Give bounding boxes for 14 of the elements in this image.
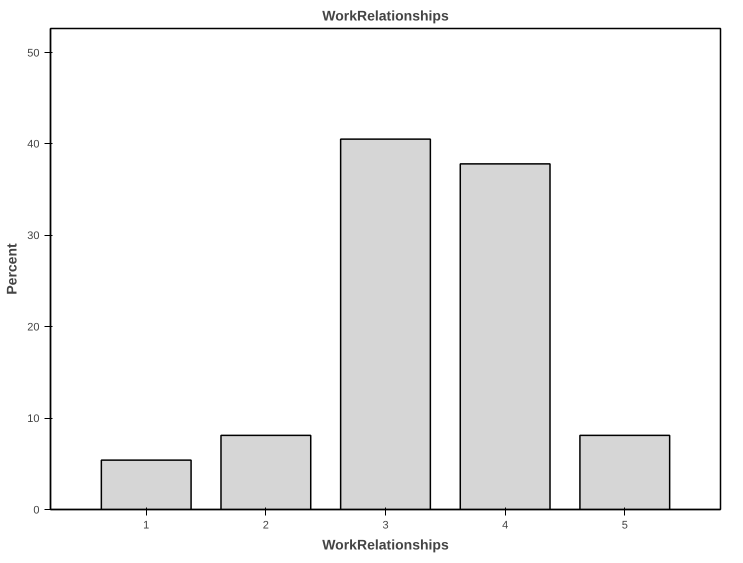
y-tick-label: 50	[27, 47, 40, 60]
x-axis-title: WorkRelationships	[322, 536, 449, 552]
y-tick-label: 30	[27, 230, 40, 242]
x-tick-label: 1	[143, 520, 150, 532]
x-tick-label: 4	[502, 520, 508, 532]
y-tick-label: 10	[27, 413, 40, 426]
chart-title: WorkRelationships	[322, 8, 449, 24]
y-tick-label: 40	[27, 138, 40, 151]
y-axis-title: Percent	[3, 242, 20, 295]
x-tick-label: 2	[262, 520, 269, 532]
y-tick-label: 0	[33, 504, 40, 516]
x-tick-label: 3	[382, 520, 389, 532]
x-tick-label: 5	[622, 520, 628, 532]
y-tick-label: 20	[27, 322, 40, 334]
